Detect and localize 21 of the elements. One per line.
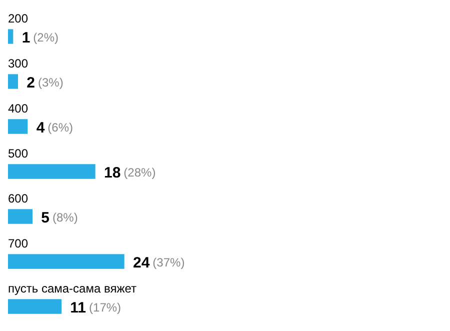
data-label: 11 (17%) [70,300,122,316]
bar [8,29,14,44]
y-tick-label: пусть сама-сама вяжет [8,282,138,296]
data-label: 24 (37%) [133,254,185,272]
data-label: 18 (28%) [104,164,156,182]
y-tick-label: 600 [8,192,28,206]
data-label: 2 (3%) [26,74,64,92]
y-tick-label: 500 [8,146,28,160]
y-tick-label: 400 [8,102,28,116]
y-tick-label: 300 [8,56,28,70]
data-label: 4 (6%) [36,120,74,136]
bar [8,209,32,224]
y-tick-label: 700 [8,236,28,250]
bar [8,164,96,179]
y-tick-label: 200 [8,12,28,26]
bar [8,299,62,314]
bar [8,254,124,269]
bar [8,119,28,134]
data-label: 5 (8%) [41,210,78,226]
data-label: 1 (2%) [22,30,59,46]
bar [8,74,18,89]
